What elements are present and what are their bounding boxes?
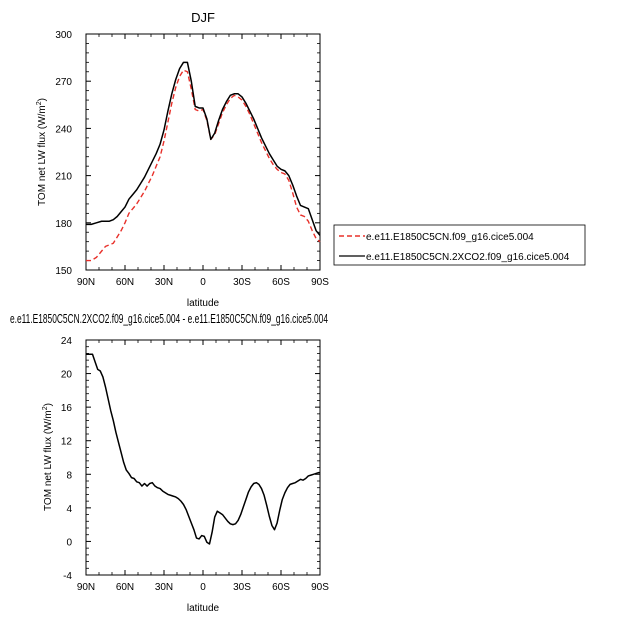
top-chart-plot-frame	[85, 33, 321, 271]
top-xtick-label: 60S	[272, 277, 290, 288]
legend-label-control: e.e11.E1850C5CN.f09_g16.cice5.004	[366, 232, 534, 243]
top-ytick-label: 240	[55, 124, 72, 135]
bottom-chart-plot-frame	[85, 339, 321, 576]
bottom-ytick-label: 20	[61, 370, 73, 381]
top-chart-series	[86, 61, 321, 262]
bottom-xtick-label: 90S	[311, 582, 329, 593]
top-xtick-label: 30N	[155, 277, 173, 288]
top-chart-title: DJF	[191, 10, 215, 25]
legend: e.e11.E1850C5CN.f09_g16.cice5.004 e.e11.…	[333, 224, 586, 266]
legend-box	[333, 224, 586, 266]
bottom-ytick-label: 4	[66, 504, 72, 515]
top-chart-xlabel: latitude	[187, 298, 220, 309]
bottom-ytick-label: 24	[61, 336, 73, 347]
bottom-xtick-label: 60N	[116, 582, 134, 593]
bottom-series-line-0	[86, 353, 320, 545]
bottom-xtick-label: 60S	[272, 582, 290, 593]
bottom-chart-ticks: 90N 60N 30N 0 30S 60S 90S -4 0 4 8 12 16 20 24	[61, 336, 329, 593]
top-ytick-label: 180	[55, 219, 72, 230]
top-chart-ylabel: TOM net LW flux (W/m2)	[36, 98, 48, 206]
top-ytick-label: 210	[55, 172, 72, 183]
bottom-ytick-label: 0	[66, 537, 72, 548]
bottom-chart: e.e11.E1850C5CN.2XCO2.f09_g16.cice5.004 …	[10, 311, 329, 614]
bottom-chart-title: e.e11.E1850C5CN.2XCO2.f09_g16.cice5.004 …	[10, 311, 328, 326]
top-series-line-0	[86, 69, 321, 262]
top-xtick-label: 90S	[311, 277, 329, 288]
top-ytick-label: 270	[55, 77, 72, 88]
top-xtick-label: 0	[200, 277, 206, 288]
top-xtick-label: 90N	[77, 277, 95, 288]
bottom-chart-series	[86, 353, 320, 545]
bottom-chart-ylabel: TOM net LW flux (W/m2)	[42, 403, 54, 511]
bottom-ytick-label: 12	[61, 437, 73, 448]
top-xtick-label: 30S	[233, 277, 251, 288]
top-chart: DJF 90N 60N 30N 0 30S 60S 90S 150 180 210 240 270 30…	[36, 10, 329, 309]
bottom-ytick-label: 16	[61, 403, 73, 414]
bottom-ytick-label: 8	[66, 470, 72, 481]
bottom-xtick-label: 30S	[233, 582, 251, 593]
bottom-xtick-label: 30N	[155, 582, 173, 593]
bottom-chart-xlabel: latitude	[187, 603, 220, 614]
top-chart-ticks: 90N 60N 30N 0 30S 60S 90S 150 180 210 240 270 300	[55, 30, 329, 288]
bottom-xtick-label: 0	[200, 582, 206, 593]
legend-label-2xco2: e.e11.E1850C5CN.2XCO2.f09_g16.cice5.004	[366, 252, 570, 263]
top-ytick-label: 150	[55, 266, 72, 277]
bottom-xtick-label: 90N	[77, 582, 95, 593]
top-ytick-label: 300	[55, 30, 72, 41]
top-xtick-label: 60N	[116, 277, 134, 288]
bottom-ytick-label: -4	[63, 571, 72, 582]
top-series-line-1	[86, 61, 321, 236]
